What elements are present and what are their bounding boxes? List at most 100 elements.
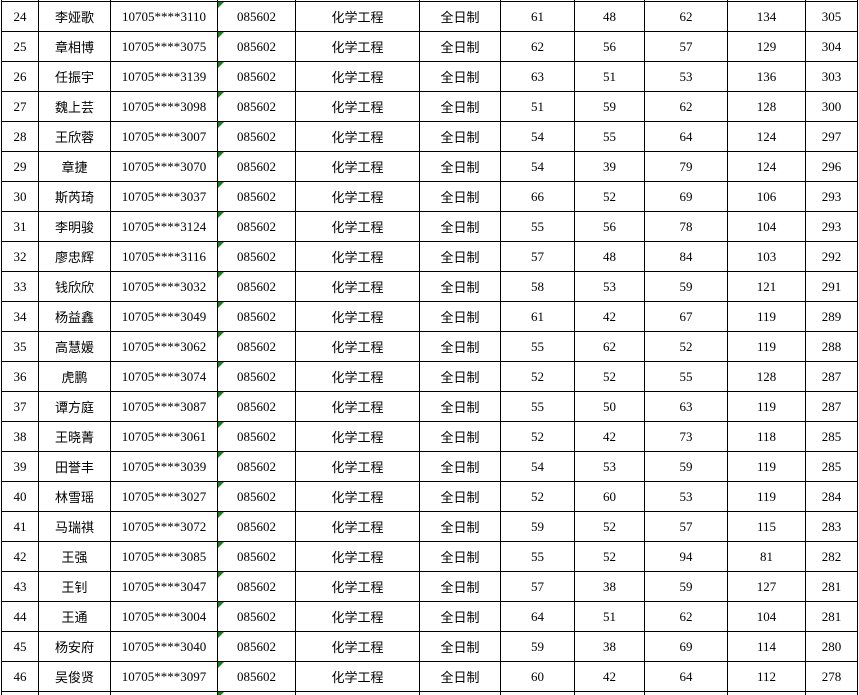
- cell-score_2[interactable]: 48: [574, 1, 645, 32]
- cell-score_1[interactable]: 52: [500, 481, 575, 512]
- cell-study_type[interactable]: 全日制: [419, 1, 501, 32]
- cell-major_code[interactable]: 085602: [217, 1, 296, 32]
- cell-rank[interactable]: 38: [1, 421, 39, 452]
- cell-score_2[interactable]: 59: [574, 91, 645, 122]
- partial-cell[interactable]: [805, 691, 858, 695]
- cell-candidate_id[interactable]: 10705****3139: [110, 61, 218, 92]
- cell-major_code[interactable]: 085602: [217, 631, 296, 662]
- cell-study_type[interactable]: 全日制: [419, 661, 501, 692]
- cell-score_2[interactable]: 48: [574, 241, 645, 272]
- cell-score_4[interactable]: 121: [727, 271, 806, 302]
- partial-cell[interactable]: [217, 691, 296, 695]
- cell-major_code[interactable]: 085602: [217, 181, 296, 212]
- cell-score_1[interactable]: 61: [500, 301, 575, 332]
- cell-name[interactable]: 王强: [38, 541, 111, 572]
- cell-candidate_id[interactable]: 10705****3007: [110, 121, 218, 152]
- cell-score_1[interactable]: 58: [500, 271, 575, 302]
- cell-name[interactable]: 王欣蓉: [38, 121, 111, 152]
- cell-major_name[interactable]: 化学工程: [295, 301, 420, 332]
- cell-rank[interactable]: 26: [1, 61, 39, 92]
- cell-score_1[interactable]: 55: [500, 331, 575, 362]
- cell-total[interactable]: 281: [805, 571, 858, 602]
- cell-study_type[interactable]: 全日制: [419, 31, 501, 62]
- cell-major_code[interactable]: 085602: [217, 91, 296, 122]
- cell-score_4[interactable]: 127: [727, 571, 806, 602]
- cell-major_code[interactable]: 085602: [217, 661, 296, 692]
- cell-major_code[interactable]: 085602: [217, 421, 296, 452]
- cell-score_4[interactable]: 103: [727, 241, 806, 272]
- cell-name[interactable]: 高慧媛: [38, 331, 111, 362]
- cell-rank[interactable]: 45: [1, 631, 39, 662]
- cell-name[interactable]: 王晓菁: [38, 421, 111, 452]
- cell-major_name[interactable]: 化学工程: [295, 421, 420, 452]
- cell-score_2[interactable]: 38: [574, 571, 645, 602]
- cell-score_2[interactable]: 51: [574, 61, 645, 92]
- cell-rank[interactable]: 30: [1, 181, 39, 212]
- cell-score_1[interactable]: 55: [500, 391, 575, 422]
- cell-study_type[interactable]: 全日制: [419, 391, 501, 422]
- cell-score_1[interactable]: 62: [500, 31, 575, 62]
- cell-candidate_id[interactable]: 10705****3061: [110, 421, 218, 452]
- cell-score_4[interactable]: 119: [727, 481, 806, 512]
- cell-total[interactable]: 297: [805, 121, 858, 152]
- cell-major_name[interactable]: 化学工程: [295, 451, 420, 482]
- cell-total[interactable]: 285: [805, 451, 858, 482]
- cell-candidate_id[interactable]: 10705****3097: [110, 661, 218, 692]
- cell-score_2[interactable]: 53: [574, 271, 645, 302]
- cell-score_1[interactable]: 64: [500, 601, 575, 632]
- cell-candidate_id[interactable]: 10705****3116: [110, 241, 218, 272]
- cell-name[interactable]: 杨安府: [38, 631, 111, 662]
- cell-major_name[interactable]: 化学工程: [295, 61, 420, 92]
- cell-rank[interactable]: 40: [1, 481, 39, 512]
- cell-major_name[interactable]: 化学工程: [295, 601, 420, 632]
- cell-candidate_id[interactable]: 10705****3070: [110, 151, 218, 182]
- cell-major_code[interactable]: 085602: [217, 121, 296, 152]
- cell-score_3[interactable]: 52: [644, 331, 728, 362]
- cell-score_1[interactable]: 55: [500, 211, 575, 242]
- cell-total[interactable]: 285: [805, 421, 858, 452]
- cell-candidate_id[interactable]: 10705****3037: [110, 181, 218, 212]
- cell-score_1[interactable]: 66: [500, 181, 575, 212]
- partial-cell[interactable]: [500, 691, 575, 695]
- cell-score_4[interactable]: 104: [727, 211, 806, 242]
- cell-name[interactable]: 谭方庭: [38, 391, 111, 422]
- cell-rank[interactable]: 35: [1, 331, 39, 362]
- cell-score_4[interactable]: 119: [727, 451, 806, 482]
- cell-total[interactable]: 287: [805, 361, 858, 392]
- cell-rank[interactable]: 31: [1, 211, 39, 242]
- partial-cell[interactable]: [644, 691, 728, 695]
- cell-score_2[interactable]: 62: [574, 331, 645, 362]
- cell-major_name[interactable]: 化学工程: [295, 271, 420, 302]
- cell-rank[interactable]: 41: [1, 511, 39, 542]
- cell-study_type[interactable]: 全日制: [419, 511, 501, 542]
- cell-score_2[interactable]: 52: [574, 361, 645, 392]
- cell-score_2[interactable]: 39: [574, 151, 645, 182]
- cell-candidate_id[interactable]: 10705****3087: [110, 391, 218, 422]
- cell-score_3[interactable]: 57: [644, 31, 728, 62]
- cell-rank[interactable]: 42: [1, 541, 39, 572]
- cell-score_2[interactable]: 52: [574, 511, 645, 542]
- cell-major_code[interactable]: 085602: [217, 511, 296, 542]
- cell-major_code[interactable]: 085602: [217, 151, 296, 182]
- cell-major_code[interactable]: 085602: [217, 571, 296, 602]
- cell-score_4[interactable]: 124: [727, 151, 806, 182]
- cell-study_type[interactable]: 全日制: [419, 211, 501, 242]
- cell-score_2[interactable]: 42: [574, 301, 645, 332]
- cell-name[interactable]: 田誉丰: [38, 451, 111, 482]
- cell-major_name[interactable]: 化学工程: [295, 541, 420, 572]
- cell-total[interactable]: 281: [805, 601, 858, 632]
- cell-name[interactable]: 吴俊贤: [38, 661, 111, 692]
- cell-score_3[interactable]: 67: [644, 301, 728, 332]
- cell-score_4[interactable]: 124: [727, 121, 806, 152]
- cell-major_name[interactable]: 化学工程: [295, 181, 420, 212]
- cell-study_type[interactable]: 全日制: [419, 271, 501, 302]
- cell-candidate_id[interactable]: 10705****3032: [110, 271, 218, 302]
- cell-study_type[interactable]: 全日制: [419, 451, 501, 482]
- partial-cell[interactable]: [1, 691, 39, 695]
- cell-total[interactable]: 293: [805, 211, 858, 242]
- cell-score_1[interactable]: 54: [500, 151, 575, 182]
- cell-score_1[interactable]: 57: [500, 571, 575, 602]
- cell-major_name[interactable]: 化学工程: [295, 571, 420, 602]
- cell-rank[interactable]: 24: [1, 1, 39, 32]
- cell-score_2[interactable]: 42: [574, 421, 645, 452]
